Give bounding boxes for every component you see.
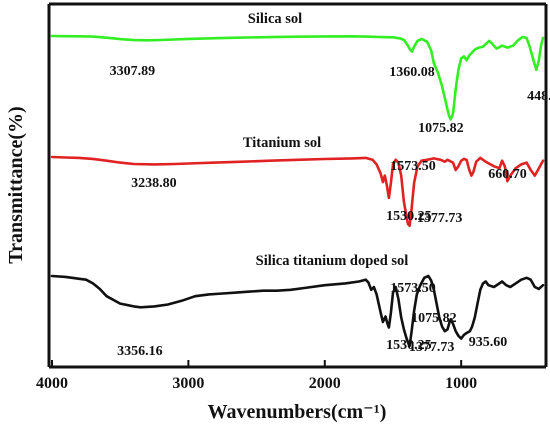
series-name-label: Titanium sol (243, 135, 321, 151)
peak-label: 1530.25 (386, 338, 432, 353)
peak-label: 1377.73 (417, 211, 463, 226)
x-tick-label: 1000 (445, 375, 477, 392)
peak-label: 1530.25 (386, 209, 432, 224)
peak-label: 3307.89 (110, 64, 156, 79)
peak-label: 1573.50 (390, 159, 436, 174)
series-labels: Silica sol Titanium sol Silica titanium do… (243, 11, 409, 269)
x-axis-title: Wavenumbers(cm⁻¹) (208, 401, 387, 423)
plot-frame (47, 2, 548, 369)
peak-label: 1075.82 (418, 121, 464, 136)
peak-label: 935.60 (469, 335, 508, 350)
peak-label: 1075.82 (411, 311, 457, 326)
series-line-0 (50, 34, 545, 121)
x-tick-label: 3000 (172, 375, 204, 392)
peak-annotations: 3307.89 1360.08 1075.82 448.70 3238.80 1573.5… (110, 64, 550, 359)
series-line-2 (50, 274, 545, 348)
x-tick-label: 2000 (309, 375, 341, 392)
peak-label: 1360.08 (389, 65, 435, 80)
peak-label: 3238.80 (131, 176, 177, 191)
series-name-label: Silica sol (248, 11, 302, 27)
y-axis-title: Transmittance(%) (5, 106, 27, 263)
peak-label: 1377.73 (409, 340, 455, 355)
peak-label: 3356.16 (117, 344, 163, 359)
x-tick-label: 4000 (36, 375, 68, 392)
peak-label: 660.70 (488, 167, 527, 182)
series-line-1 (50, 155, 545, 228)
series-name-label: Silica titanium doped sol (256, 253, 409, 269)
peak-label: 448.70 (527, 89, 550, 104)
peak-label: 1573.50 (390, 281, 436, 296)
series-layer (50, 34, 545, 348)
x-axis-ticks: 4000 3000 2000 1000 (36, 360, 477, 392)
